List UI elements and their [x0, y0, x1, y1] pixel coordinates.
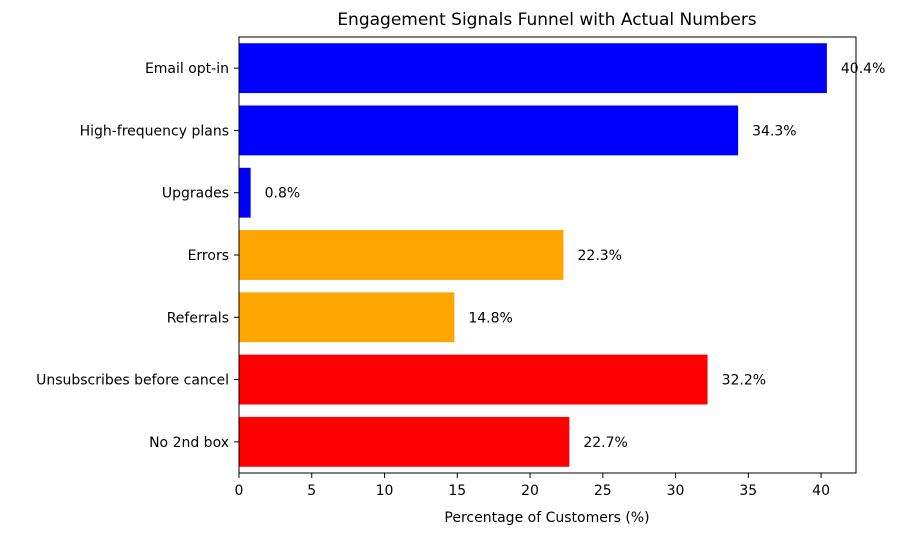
bar-email-opt-in — [239, 43, 827, 94]
bar-upgrades — [239, 167, 251, 218]
data-label: 32.2% — [722, 373, 766, 389]
y-tick-label: Errors — [188, 248, 229, 264]
x-tick-label: 0 — [235, 483, 244, 499]
y-tick-label: Email opt-in — [145, 61, 229, 77]
bars-layer — [239, 43, 827, 467]
data-label: 34.3% — [752, 123, 796, 139]
bar-no-2nd-box — [239, 416, 570, 467]
x-tick-label: 15 — [448, 483, 466, 499]
data-labels-layer: 40.4% 34.3% 0.8% 22.3% 14.8% 32.2% 22.7% — [265, 61, 886, 451]
x-tick-label: 5 — [307, 483, 316, 499]
x-tick-label: 35 — [739, 483, 757, 499]
x-tick-label: 10 — [376, 483, 394, 499]
data-label: 22.3% — [578, 248, 622, 264]
y-tick-label: No 2nd box — [149, 435, 229, 451]
bar-referrals — [239, 292, 455, 343]
x-tick-label: 20 — [521, 483, 539, 499]
data-label: 0.8% — [265, 186, 301, 202]
bar-high-frequency-plans — [239, 105, 739, 156]
data-label: 22.7% — [583, 435, 627, 451]
bar-errors — [239, 230, 564, 280]
y-tick-label: Unsubscribes before cancel — [36, 373, 229, 389]
y-tick-label: Upgrades — [162, 186, 229, 202]
axes-layer: Email opt-in High-frequency plans Upgrades… — [36, 36, 857, 499]
chart-title: Engagement Signals Funnel with Actual Nu… — [337, 10, 756, 30]
x-tick-label: 30 — [667, 483, 685, 499]
plot-frame — [238, 36, 857, 474]
data-label: 40.4% — [841, 61, 885, 77]
bar-unsubscribes-before-cancel — [239, 354, 708, 405]
data-label: 14.8% — [468, 310, 512, 326]
y-tick-label: High-frequency plans — [80, 123, 229, 139]
y-tick-label: Referrals — [167, 310, 229, 326]
x-axis-label: Percentage of Customers (%) — [444, 510, 649, 526]
x-tick-label: 25 — [594, 483, 612, 499]
x-tick-label: 40 — [812, 483, 830, 499]
